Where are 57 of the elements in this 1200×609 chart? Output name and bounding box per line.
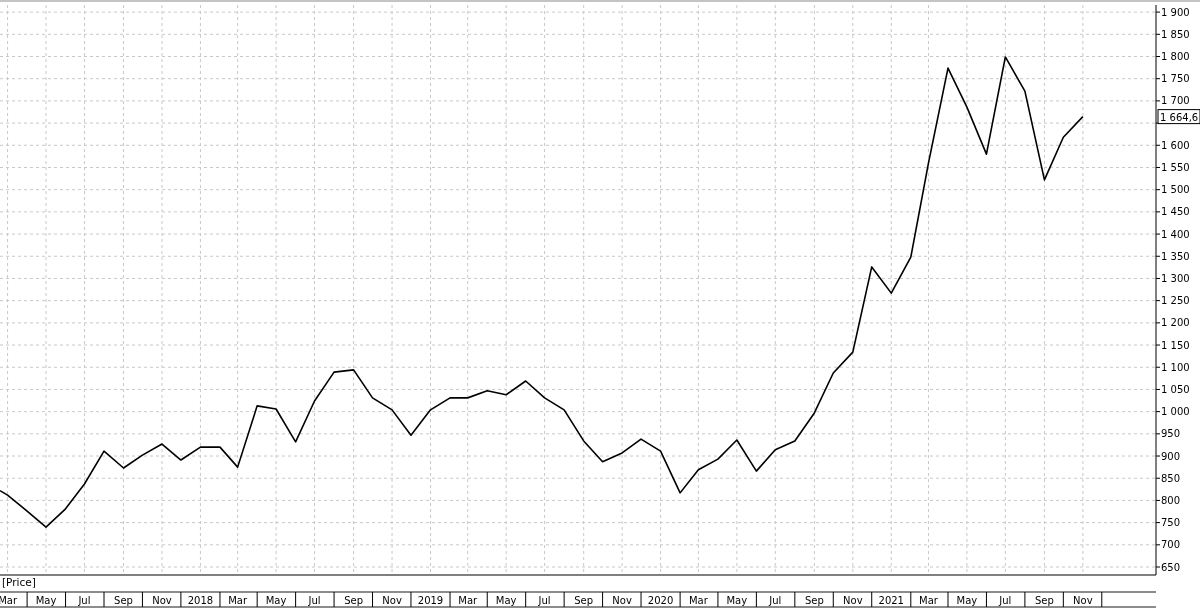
x-tick-label: May: [495, 594, 517, 606]
y-tick-label: 1 100: [1161, 361, 1190, 373]
x-tick-label: May: [726, 594, 748, 606]
x-tick-label: Sep: [574, 594, 594, 606]
y-tick-label: 900: [1161, 450, 1181, 462]
x-tick-label: 2019: [417, 594, 444, 606]
y-tick-label: 650: [1161, 561, 1181, 573]
x-tick-label: Nov: [152, 594, 172, 606]
x-tick-label: Mar: [688, 594, 709, 606]
y-tick-label: 1 850: [1161, 28, 1190, 40]
x-tick-label: May: [265, 594, 287, 606]
y-tick-label: 950: [1161, 428, 1181, 440]
x-tick-label: Jul: [768, 594, 782, 606]
y-tick-label: 1 300: [1161, 272, 1190, 284]
x-tick-label: Sep: [804, 594, 824, 606]
text: 1 664,6: [1160, 111, 1199, 123]
x-tick-label: Jul: [998, 594, 1012, 606]
x-tick-label: 2018: [187, 594, 214, 606]
text: [Price]: [2, 576, 36, 588]
x-tick-label: Mar: [0, 594, 18, 606]
y-tick-label: 1 200: [1161, 317, 1190, 329]
x-tick-label: Mar: [458, 594, 479, 606]
x-tick-label: Jul: [77, 594, 91, 606]
y-tick-label: 850: [1161, 472, 1181, 484]
y-tick-label: 750: [1161, 517, 1181, 529]
x-tick-label: Nov: [612, 594, 632, 606]
y-tick-label: 1 550: [1161, 161, 1190, 173]
y-tick-label: 1 600: [1161, 139, 1190, 151]
x-tick-label: May: [35, 594, 57, 606]
x-tick-label: Mar: [919, 594, 939, 606]
y-tick-label: 1 000: [1161, 406, 1190, 418]
x-tick-label: Nov: [1073, 594, 1093, 606]
x-tick-label: Nov: [382, 594, 402, 606]
y-tick-label: 1 900: [1161, 6, 1190, 18]
x-tick-label: Sep: [114, 594, 133, 606]
y-tick-label: 1 500: [1161, 184, 1190, 196]
x-tick-label: Sep: [344, 594, 364, 606]
y-tick-label: 1 400: [1161, 228, 1190, 240]
y-tick-label: 1 450: [1161, 206, 1190, 218]
x-tick-label: 2020: [647, 594, 674, 606]
y-tick-label: 1 050: [1161, 383, 1190, 395]
y-tick-label: 1 350: [1161, 250, 1190, 262]
y-tick-label: 1 250: [1161, 295, 1190, 307]
x-tick-label: Mar: [228, 594, 248, 606]
x-tick-label: Sep: [1035, 594, 1054, 606]
x-tick-label: Jul: [537, 594, 551, 606]
y-tick-label: 1 150: [1161, 339, 1190, 351]
line-series: [0, 56, 1084, 528]
y-tick-label: 1 750: [1161, 73, 1190, 85]
y-tick-label: 1 800: [1161, 51, 1190, 62]
y-tick-label: 1 700: [1161, 95, 1190, 107]
x-tick-label: Jul: [307, 594, 321, 606]
x-tick-label: 2021: [878, 594, 904, 606]
y-tick-label: 700: [1161, 539, 1181, 551]
y-tick-label: 800: [1161, 494, 1181, 506]
x-tick-label: Nov: [843, 594, 863, 606]
x-tick-label: May: [956, 594, 978, 606]
